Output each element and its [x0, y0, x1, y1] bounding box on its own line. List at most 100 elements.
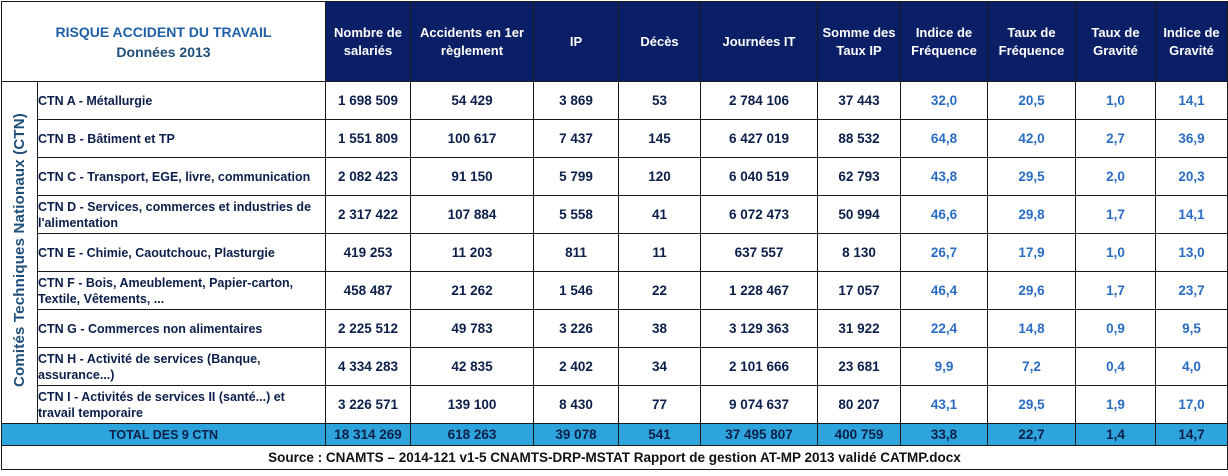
- index-cell: 1,0: [1075, 233, 1156, 272]
- index-cell: 20,3: [1155, 157, 1228, 196]
- total-cell: 618 263: [410, 423, 534, 446]
- value-cell: 120: [618, 157, 701, 196]
- index-cell: 43,1: [900, 385, 988, 424]
- value-cell: 54 429: [410, 81, 534, 120]
- value-cell: 23 681: [817, 347, 901, 386]
- index-cell: 4,0: [1155, 347, 1228, 386]
- value-cell: 6 427 019: [700, 119, 818, 158]
- index-cell: 9,9: [900, 347, 988, 386]
- table-row: CTN E - Chimie, Caoutchouc, Plasturgie 41…: [2, 233, 1228, 272]
- value-cell: 2 402: [533, 347, 619, 386]
- value-cell: 8 130: [817, 233, 901, 272]
- value-cell: 1 551 809: [325, 119, 411, 158]
- value-cell: 2 082 423: [325, 157, 411, 196]
- column-header: Décès: [618, 1, 701, 82]
- index-cell: 0,9: [1075, 309, 1156, 348]
- table-row: CTN G - Commerces non alimentaires 2 225 …: [2, 309, 1228, 348]
- total-row: TOTAL DES 9 CTN 18 314 269 618 263 39 07…: [1, 423, 1228, 446]
- total-cell: 541: [618, 423, 701, 446]
- value-cell: 100 617: [410, 119, 534, 158]
- row-label: CTN D - Services, commerces et industrie…: [37, 195, 326, 234]
- index-cell: 64,8: [900, 119, 988, 158]
- value-cell: 80 207: [817, 385, 901, 424]
- value-cell: 637 557: [700, 233, 818, 272]
- row-label: CTN H - Activité de services (Banque, as…: [37, 347, 326, 386]
- value-cell: 91 150: [410, 157, 534, 196]
- index-cell: 43,8: [900, 157, 988, 196]
- index-cell: 29,8: [987, 195, 1076, 234]
- column-header: Indice de Gravité: [1155, 1, 1228, 82]
- index-cell: 26,7: [900, 233, 988, 272]
- row-label: CTN A - Métallurgie: [37, 81, 326, 120]
- source-note: Source : CNAMTS – 2014-121 v1-5 CNAMTS-D…: [1, 445, 1228, 470]
- value-cell: 2 225 512: [325, 309, 411, 348]
- table-row: Comités Techniques Nationaux (CTN) CTN A …: [1, 81, 1228, 424]
- column-header: Taux de Fréquence: [987, 1, 1076, 82]
- index-cell: 9,5: [1155, 309, 1228, 348]
- index-cell: 42,0: [987, 119, 1076, 158]
- value-cell: 34: [618, 347, 701, 386]
- table-body: Comités Techniques Nationaux (CTN) CTN A …: [1, 81, 1228, 470]
- index-cell: 0,4: [1075, 347, 1156, 386]
- value-cell: 41: [618, 195, 701, 234]
- row-label: CTN E - Chimie, Caoutchouc, Plasturgie: [37, 233, 326, 272]
- value-cell: 77: [618, 385, 701, 424]
- row-label: CTN F - Bois, Ameublement, Papier-carton…: [37, 271, 326, 310]
- value-cell: 2 784 106: [700, 81, 818, 120]
- value-cell: 3 129 363: [700, 309, 818, 348]
- value-cell: 37 443: [817, 81, 901, 120]
- value-cell: 2 317 422: [325, 195, 411, 234]
- index-cell: 14,1: [1155, 195, 1228, 234]
- column-header: IP: [533, 1, 619, 82]
- total-cell: 18 314 269: [325, 423, 411, 446]
- value-cell: 3 869: [533, 81, 619, 120]
- column-header: Accidents en 1er règlement: [410, 1, 534, 82]
- column-header: Indice de Fréquence: [900, 1, 988, 82]
- value-cell: 31 922: [817, 309, 901, 348]
- index-cell: 2,7: [1075, 119, 1156, 158]
- index-cell: 2,0: [1075, 157, 1156, 196]
- index-cell: 29,5: [987, 385, 1076, 424]
- column-header: Taux de Gravité: [1075, 1, 1156, 82]
- index-cell: 1,9: [1075, 385, 1156, 424]
- index-cell: 46,4: [900, 271, 988, 310]
- value-cell: 62 793: [817, 157, 901, 196]
- index-cell: 46,6: [900, 195, 988, 234]
- value-cell: 2 101 666: [700, 347, 818, 386]
- value-cell: 419 253: [325, 233, 411, 272]
- value-cell: 6 072 473: [700, 195, 818, 234]
- side-label-cell: Comités Techniques Nationaux (CTN): [1, 81, 38, 424]
- value-cell: 50 994: [817, 195, 901, 234]
- total-cell: 33,8: [900, 423, 988, 446]
- value-cell: 9 074 637: [700, 385, 818, 424]
- value-cell: 1 546: [533, 271, 619, 310]
- value-cell: 3 226: [533, 309, 619, 348]
- index-cell: 7,2: [987, 347, 1076, 386]
- source-row: Source : CNAMTS – 2014-121 v1-5 CNAMTS-D…: [1, 445, 1228, 470]
- total-cell: 22,7: [987, 423, 1076, 446]
- index-cell: 23,7: [1155, 271, 1228, 310]
- index-cell: 1,0: [1075, 81, 1156, 120]
- value-cell: 8 430: [533, 385, 619, 424]
- index-cell: 17,9: [987, 233, 1076, 272]
- total-cell: 400 759: [817, 423, 901, 446]
- total-label: TOTAL DES 9 CTN: [1, 423, 326, 446]
- value-cell: 5 558: [533, 195, 619, 234]
- value-cell: 6 040 519: [700, 157, 818, 196]
- value-cell: 145: [618, 119, 701, 158]
- index-cell: 1,7: [1075, 195, 1156, 234]
- index-cell: 22,4: [900, 309, 988, 348]
- row-label: CTN G - Commerces non alimentaires: [37, 309, 326, 348]
- row-label: CTN C - Transport, EGE, livre, communica…: [37, 157, 326, 196]
- header-row: RISQUE ACCIDENT DU TRAVAIL Données 2013 …: [1, 1, 1228, 82]
- value-cell: 1 228 467: [700, 271, 818, 310]
- table-row: CTN B - Bâtiment et TP 1 551 809 100 617 7 …: [2, 119, 1228, 158]
- value-cell: 3 226 571: [325, 385, 411, 424]
- index-cell: 29,5: [987, 157, 1076, 196]
- value-cell: 53: [618, 81, 701, 120]
- value-cell: 11 203: [410, 233, 534, 272]
- column-header: Nombre de salariés: [325, 1, 411, 82]
- index-cell: 17,0: [1155, 385, 1228, 424]
